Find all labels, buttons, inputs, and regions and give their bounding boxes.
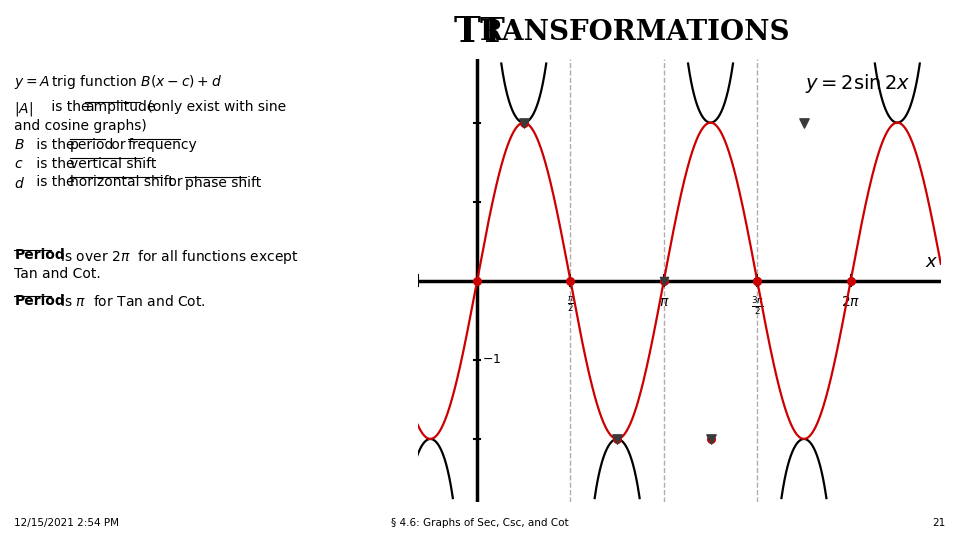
- Point: [656, 276, 671, 285]
- Text: $|A|$: $|A|$: [14, 100, 34, 118]
- Point: [703, 435, 718, 443]
- Point: [656, 276, 671, 285]
- Text: period: period: [70, 138, 114, 152]
- Text: T: T: [453, 16, 480, 49]
- Text: Period: Period: [14, 294, 65, 308]
- Text: T: T: [480, 16, 505, 49]
- Text: $d$: $d$: [14, 176, 25, 191]
- Point: [796, 118, 811, 127]
- Point: [703, 435, 718, 443]
- Point: [469, 276, 485, 285]
- Text: frequency: frequency: [128, 138, 198, 152]
- Text: phase shift: phase shift: [185, 176, 261, 190]
- Text: RANSFORMATIONS: RANSFORMATIONS: [480, 19, 790, 46]
- Text: Tan and Cot.: Tan and Cot.: [14, 267, 101, 281]
- Text: is the: is the: [32, 176, 79, 190]
- Point: [750, 276, 765, 285]
- Text: $y = 2\sin 2x$: $y = 2\sin 2x$: [805, 72, 911, 95]
- Text: $\pi$: $\pi$: [659, 295, 669, 309]
- Text: $x$: $x$: [925, 253, 939, 271]
- Text: $2\pi$: $2\pi$: [841, 295, 860, 309]
- Text: $\frac{3\pi}{2}$: $\frac{3\pi}{2}$: [751, 295, 764, 317]
- Text: 12/15/2021 2:54 PM: 12/15/2021 2:54 PM: [14, 518, 119, 528]
- Point: [610, 435, 625, 443]
- Text: (only exist with sine: (only exist with sine: [143, 100, 286, 114]
- Text: is over $2\pi$  for all functions except: is over $2\pi$ for all functions except: [56, 248, 299, 266]
- Text: vertical shift: vertical shift: [70, 157, 156, 171]
- Text: is the: is the: [32, 157, 79, 171]
- Text: $y = A\,\mathrm{trig\ function}\ B(x-c)+d$: $y = A\,\mathrm{trig\ function}\ B(x-c)+…: [14, 73, 223, 91]
- Point: [750, 276, 765, 285]
- Text: $B$: $B$: [14, 138, 25, 152]
- Text: and cosine graphs): and cosine graphs): [14, 119, 147, 133]
- Text: is $\pi$  for Tan and Cot.: is $\pi$ for Tan and Cot.: [56, 294, 205, 309]
- Point: [563, 276, 578, 285]
- Text: or: or: [164, 176, 187, 190]
- Point: [516, 118, 532, 127]
- Text: § 4.6: Graphs of Sec, Csc, and Cot: § 4.6: Graphs of Sec, Csc, and Cot: [391, 518, 569, 528]
- Text: $-1$: $-1$: [482, 353, 501, 366]
- Text: amplitude: amplitude: [85, 100, 156, 114]
- Point: [516, 118, 532, 127]
- Point: [843, 276, 858, 285]
- Point: [610, 435, 625, 443]
- Text: is the: is the: [32, 138, 79, 152]
- Text: $c$: $c$: [14, 157, 24, 171]
- Text: or: or: [107, 138, 130, 152]
- Text: Period: Period: [14, 248, 65, 262]
- Text: horizontal shift: horizontal shift: [70, 176, 174, 190]
- Text: is the: is the: [47, 100, 94, 114]
- Text: 21: 21: [932, 518, 946, 528]
- Text: $\frac{\pi}{2}$: $\frac{\pi}{2}$: [566, 295, 574, 314]
